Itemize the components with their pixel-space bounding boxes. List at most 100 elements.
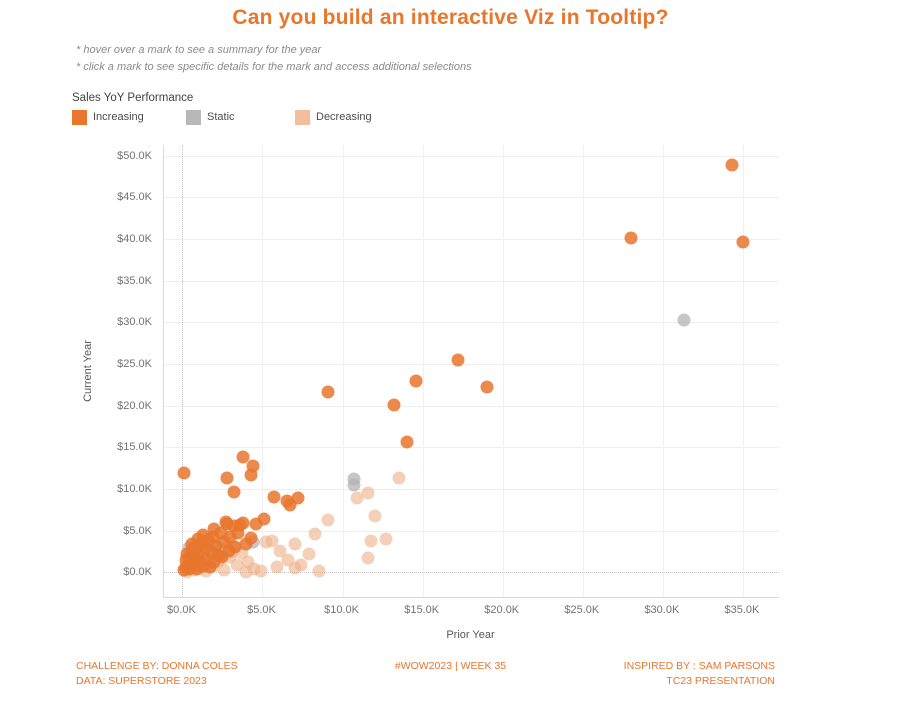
data-source: DATA: SUPERSTORE 2023 xyxy=(76,674,207,687)
scatter-mark-increasing[interactable] xyxy=(244,468,258,482)
scatter-mark-increasing[interactable] xyxy=(196,528,210,542)
h-gridline xyxy=(164,364,779,366)
legend-item-label: Increasing xyxy=(93,111,144,123)
scatter-mark-decreasing[interactable] xyxy=(321,513,335,527)
scatter-mark-decreasing[interactable] xyxy=(294,558,308,572)
legend-item-label: Decreasing xyxy=(316,111,372,123)
scatter-mark-static[interactable] xyxy=(347,478,361,492)
scatter-mark-decreasing[interactable] xyxy=(302,547,316,561)
y-axis-title: Current Year xyxy=(82,340,94,402)
legend-item-static[interactable]: Static xyxy=(186,109,235,125)
y-tick-label: $0.0K xyxy=(123,566,152,579)
scatter-mark-decreasing[interactable] xyxy=(361,486,375,500)
legend-item-label: Static xyxy=(207,111,235,123)
scatter-mark-decreasing[interactable] xyxy=(217,563,231,577)
scatter-mark-static[interactable] xyxy=(677,313,691,327)
scatter-mark-decreasing[interactable] xyxy=(265,534,279,548)
v-gridline xyxy=(342,145,344,597)
x-tick-label: $0.0K xyxy=(167,604,196,616)
note-hover: * hover over a mark to see a summary for… xyxy=(76,44,322,56)
h-gridline xyxy=(164,280,779,282)
scatter-mark-increasing[interactable] xyxy=(267,490,281,504)
scatter-mark-increasing[interactable] xyxy=(257,512,271,526)
scatter-mark-increasing[interactable] xyxy=(244,531,258,545)
y-tick-label: $10.0K xyxy=(117,483,152,496)
scatter-mark-decreasing[interactable] xyxy=(350,491,364,505)
v-gridline xyxy=(662,145,664,597)
instruction-notes: * hover over a mark to see a summary for… xyxy=(76,42,472,76)
x-axis-title: Prior Year xyxy=(446,629,495,641)
scatter-mark-increasing[interactable] xyxy=(400,435,414,449)
scatter-mark-increasing[interactable] xyxy=(725,158,739,172)
scatter-mark-decreasing[interactable] xyxy=(288,537,302,551)
y-tick-label: $50.0K xyxy=(117,149,152,162)
y-tick-label: $35.0K xyxy=(117,274,152,287)
y-tick-label: $40.0K xyxy=(117,233,152,246)
v-gridline xyxy=(582,145,584,597)
static-swatch-icon xyxy=(186,109,201,125)
scatter-mark-increasing[interactable] xyxy=(480,380,494,394)
v-gridline xyxy=(422,145,424,597)
scatter-mark-increasing[interactable] xyxy=(451,353,465,367)
scatter-mark-increasing[interactable] xyxy=(624,231,638,245)
color-legend: Sales YoY Performance Increasing Static … xyxy=(72,92,372,125)
scatter-mark-increasing[interactable] xyxy=(177,466,191,480)
scatter-mark-increasing[interactable] xyxy=(321,385,335,399)
y-tick-label: $15.0K xyxy=(117,441,152,454)
footer-credit-left: CHALLENGE BY: DONNA COLES DATA: SUPERSTO… xyxy=(76,659,238,688)
v-gridline xyxy=(182,145,184,597)
scatter-mark-increasing[interactable] xyxy=(283,498,297,512)
legend-item-increasing[interactable]: Increasing xyxy=(72,109,144,125)
x-tick-label: $5.0K xyxy=(247,604,276,616)
scatter-mark-increasing[interactable] xyxy=(185,537,199,551)
scatter-mark-increasing[interactable] xyxy=(736,235,750,249)
increasing-swatch-icon xyxy=(72,109,87,125)
scatter-mark-increasing[interactable] xyxy=(387,398,401,412)
v-gridline xyxy=(502,145,504,597)
scatter-mark-increasing[interactable] xyxy=(409,374,423,388)
inspired-by: INSPIRED BY : SAM PARSONS xyxy=(623,660,775,672)
h-gridline xyxy=(164,239,779,241)
h-gridline xyxy=(164,405,779,407)
challenge-by: CHALLENGE BY: DONNA COLES xyxy=(76,660,238,672)
scatter-mark-decreasing[interactable] xyxy=(308,527,322,541)
scatter-mark-decreasing[interactable] xyxy=(270,560,284,574)
legend-items: Increasing Static Decreasing xyxy=(72,109,492,125)
scatter-mark-increasing[interactable] xyxy=(207,522,221,536)
scatter-mark-increasing[interactable] xyxy=(236,450,250,464)
scatter-mark-increasing[interactable] xyxy=(236,516,250,530)
scatter-mark-decreasing[interactable] xyxy=(368,509,382,523)
scatter-mark-increasing[interactable] xyxy=(228,540,242,554)
legend-title: Sales YoY Performance xyxy=(72,92,194,104)
x-tick-label: $30.0K xyxy=(644,604,680,616)
scatter-mark-decreasing[interactable] xyxy=(239,565,253,579)
y-tick-label: $30.0K xyxy=(117,316,152,329)
decreasing-swatch-icon xyxy=(295,109,310,125)
scatter-mark-decreasing[interactable] xyxy=(312,564,326,578)
scatter-mark-decreasing[interactable] xyxy=(364,534,378,548)
x-tick-label: $25.0K xyxy=(564,604,600,616)
note-click: * click a mark to see specific details f… xyxy=(76,61,472,73)
page-title: Can you build an interactive Viz in Tool… xyxy=(232,6,669,29)
scatter-mark-decreasing[interactable] xyxy=(361,551,375,565)
h-gridline xyxy=(164,155,779,157)
scatter-mark-increasing[interactable] xyxy=(227,485,241,499)
footer-credit-center: #WOW2023 | WEEK 35 xyxy=(0,659,901,674)
x-tick-label: $20.0K xyxy=(484,604,520,616)
scatter-mark-decreasing[interactable] xyxy=(392,471,406,485)
h-gridline xyxy=(164,322,779,324)
presentation: TC23 PRESENTATION xyxy=(666,674,775,687)
h-gridline xyxy=(164,447,779,449)
scatter-mark-decreasing[interactable] xyxy=(254,564,268,578)
wow-week: #WOW2023 | WEEK 35 xyxy=(394,660,507,672)
v-gridline xyxy=(262,145,264,597)
scatter-mark-decreasing[interactable] xyxy=(379,532,393,546)
x-tick-label: $15.0K xyxy=(404,604,440,616)
h-gridline xyxy=(164,572,779,574)
x-tick-label: $35.0K xyxy=(724,604,760,616)
scatter-mark-increasing[interactable] xyxy=(220,471,234,485)
scatter-plot-area[interactable] xyxy=(163,145,779,598)
h-gridline xyxy=(164,489,779,491)
legend-item-decreasing[interactable]: Decreasing xyxy=(295,109,372,125)
